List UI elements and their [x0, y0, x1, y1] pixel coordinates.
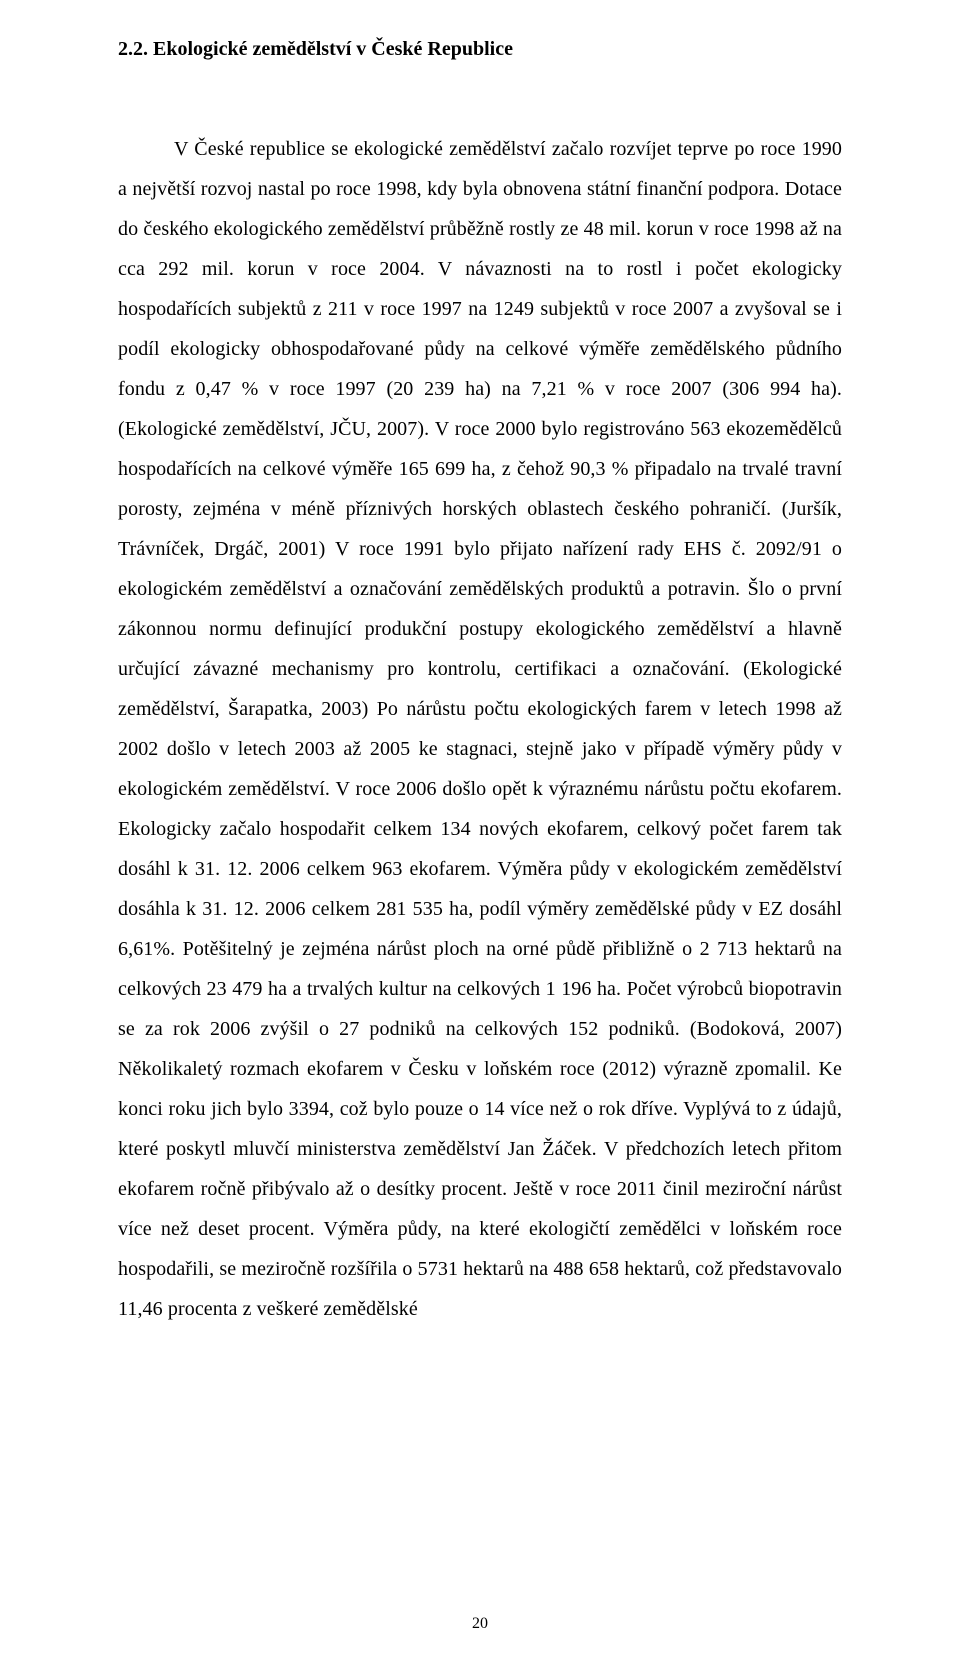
document-page: 2.2. Ekologické zemědělství v České Repu… — [0, 0, 960, 1679]
page-number: 20 — [0, 1615, 960, 1633]
body-paragraph: V České republice se ekologické zeměděls… — [118, 129, 842, 1329]
section-heading: 2.2. Ekologické zemědělství v České Repu… — [118, 38, 842, 61]
